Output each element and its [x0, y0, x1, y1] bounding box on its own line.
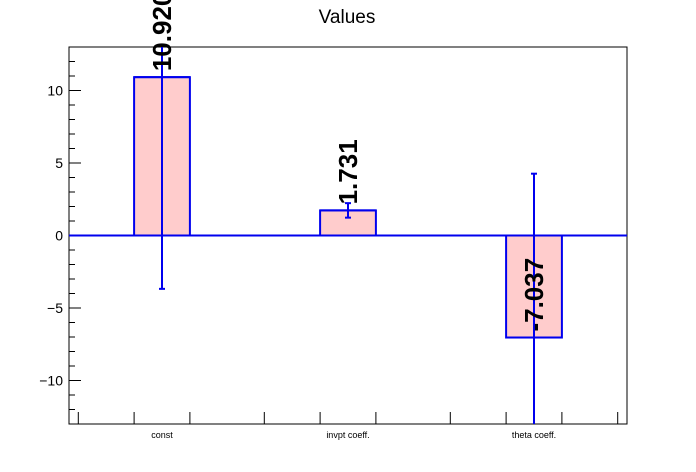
y-tick-label: 5	[55, 155, 63, 171]
plot-area: −10 −5 0 5 10 10.920 const 1.731 invpt coeff. -7.…	[39, 0, 628, 440]
y-tick-label: −10	[39, 373, 63, 389]
x-category-label: invpt coeff.	[326, 430, 369, 440]
data-label: -7.037	[519, 258, 549, 332]
y-tick-label: 0	[55, 228, 63, 244]
y-tick-label: −5	[47, 300, 63, 316]
chart-title: Values	[319, 7, 376, 28]
y-tick-label: 10	[47, 83, 63, 99]
data-label: 10.920	[147, 0, 177, 71]
data-label: 1.731	[333, 139, 363, 204]
x-category-label: theta coeff.	[512, 430, 556, 440]
x-category-label: const	[151, 430, 173, 440]
